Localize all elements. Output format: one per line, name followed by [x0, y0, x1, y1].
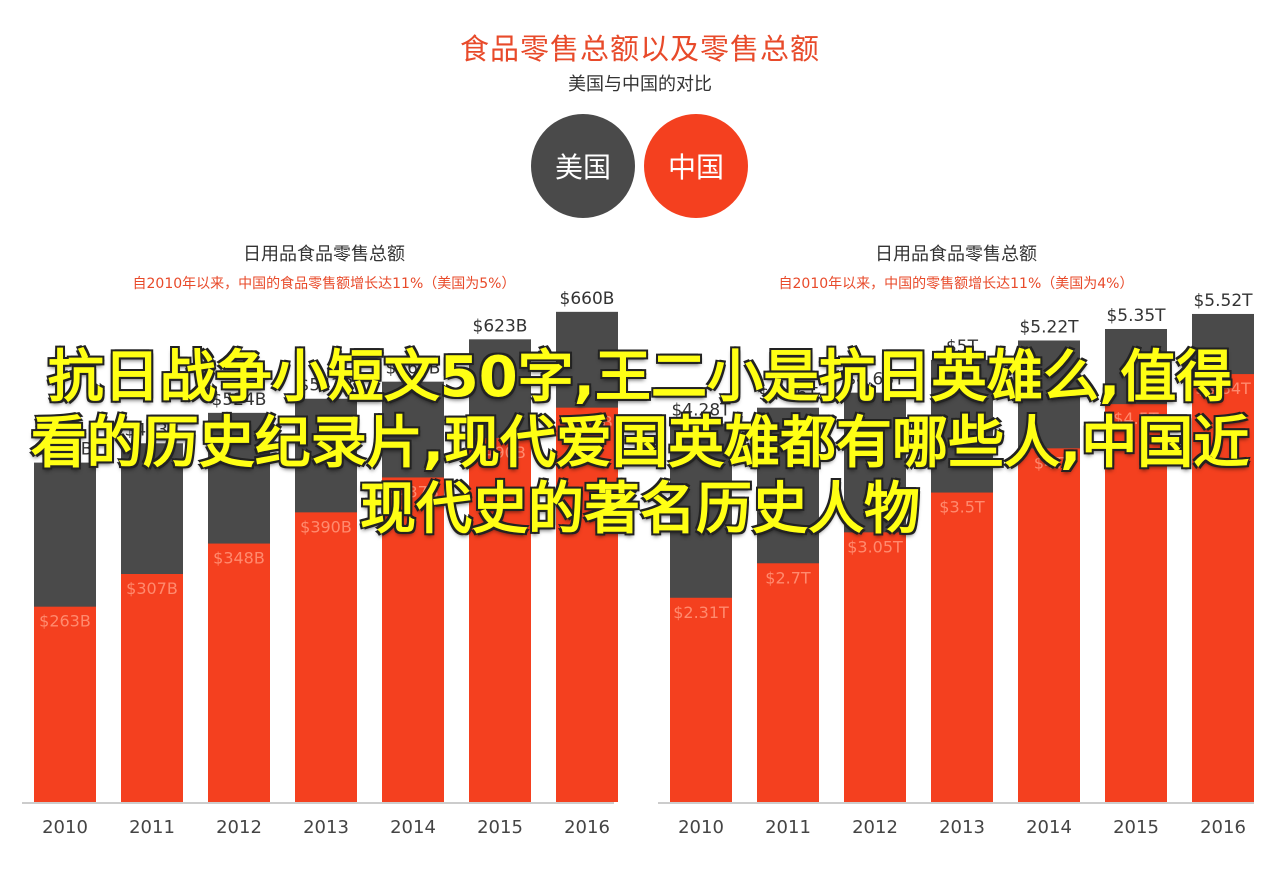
tick-label-0-2015: 2015: [477, 817, 523, 838]
label-cn-1-2016: $4.84T: [1195, 379, 1251, 398]
label-cn-0-2014: $437B: [387, 482, 439, 501]
bar-cn-0-2010: [34, 606, 96, 802]
legend-us: 美国: [531, 114, 635, 218]
bar-cn-1-2015: [1105, 404, 1167, 802]
label-cn-1-2014: $4T: [1034, 453, 1064, 472]
bar-cn-0-2012: [208, 543, 270, 802]
tick-label-1-2010: 2010: [678, 817, 724, 838]
bar-cn-1-2016: [1192, 374, 1254, 802]
tick-label-1-2013: 2013: [939, 817, 985, 838]
tick-label-1-2014: 2014: [1026, 817, 1072, 838]
left-chart-subtitle: 自2010年以来，中国的食品零售额增长达11%（美国为5%）: [132, 276, 516, 292]
label-us-1-2014: $5.22T: [1019, 317, 1079, 337]
label-cn-1-2011: $2.7T: [765, 568, 811, 587]
bar-cn-1-2014: [1018, 448, 1080, 802]
label-cn-1-2013: $3.5T: [939, 498, 985, 517]
label-cn-0-2012: $348B: [213, 549, 265, 568]
label-cn-0-2015: $490B: [474, 443, 526, 462]
label-us-0-2012: $524B: [212, 390, 267, 410]
tick-label-1-2012: 2012: [852, 817, 898, 838]
overlay-caption: 抗日战争小短文50字,王二小是抗日英雄么,值得看的历史纪录片,现代爱国英雄都有哪…: [30, 345, 1250, 542]
label-cn-0-2011: $307B: [126, 579, 178, 598]
legend-china: 中国: [644, 114, 748, 218]
label-us-1-2011: $4.46T: [758, 385, 818, 405]
label-us-0-2015: $623B: [473, 316, 528, 336]
label-us-0-2014: $566B: [386, 359, 441, 379]
bar-cn-1-2010: [670, 597, 732, 802]
label-cn-0-2010: $263B: [39, 612, 91, 631]
bar-cn-0-2015: [469, 438, 531, 802]
right-chart-title: 日用品食品零售总额: [875, 244, 1037, 265]
label-us-1-2010: $4.28T: [671, 401, 731, 421]
label-cn-0-2016: $531B: [561, 413, 613, 432]
page-subtitle: 美国与中国的对比: [568, 74, 712, 95]
bar-cn-0-2016: [556, 407, 618, 802]
tick-label-0-2016: 2016: [564, 817, 610, 838]
tick-label-1-2011: 2011: [765, 817, 811, 838]
bar-cn-1-2011: [757, 563, 819, 802]
label-cn-1-2015: $4.5T: [1113, 409, 1159, 428]
page-title: 食品零售总额以及零售总额: [459, 32, 820, 66]
label-us-1-2013: $5T: [946, 337, 979, 357]
label-us-0-2016: $660B: [560, 289, 615, 309]
bar-cn-1-2013: [931, 492, 993, 802]
left-chart-title: 日用品食品零售总额: [243, 244, 405, 265]
bar-cn-0-2013: [295, 512, 357, 802]
tick-label-0-2011: 2011: [129, 817, 175, 838]
tick-label-1-2015: 2015: [1113, 817, 1159, 838]
label-us-1-2016: $5.52T: [1193, 291, 1253, 311]
bar-cn-1-2012: [844, 532, 906, 802]
label-us-0-2010: $457B: [38, 440, 93, 460]
label-us-1-2015: $5.35T: [1106, 306, 1166, 326]
label-cn-1-2012: $3.05T: [847, 537, 903, 556]
tick-label-0-2013: 2013: [303, 817, 349, 838]
tick-label-1-2016: 2016: [1200, 817, 1246, 838]
label-cn-0-2013: $390B: [300, 517, 352, 536]
tick-label-0-2014: 2014: [390, 817, 436, 838]
bar-cn-0-2011: [121, 574, 183, 802]
label-us-0-2013: $543B: [299, 376, 354, 396]
bar-cn-0-2014: [382, 477, 444, 802]
label-cn-1-2010: $2.31T: [673, 603, 729, 622]
label-us-0-2011: $483B: [125, 420, 180, 440]
tick-label-0-2010: 2010: [42, 817, 88, 838]
right-chart-subtitle: 自2010年以来，中国的零售额增长达11%（美国为4%）: [778, 276, 1134, 292]
label-us-1-2012: $4.63T: [845, 370, 905, 390]
tick-label-0-2012: 2012: [216, 817, 262, 838]
